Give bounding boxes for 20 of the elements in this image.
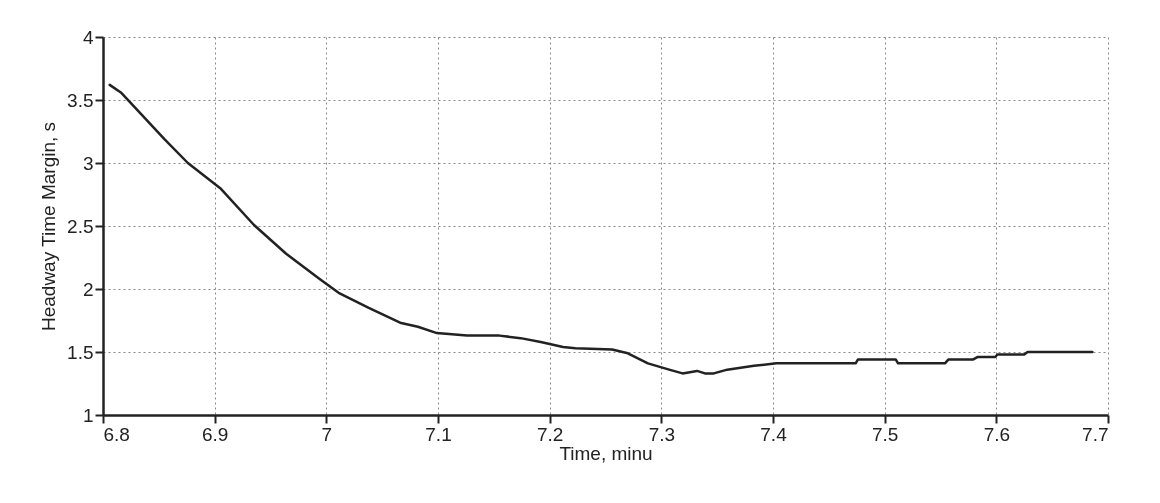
x-tick-label: 7 [321,423,333,445]
y-tick-label: 1.5 [67,341,94,363]
y-tick-label: 2 [82,278,94,300]
x-tick-label: 7.7 [1082,423,1109,445]
x-tick-label: 7.3 [648,423,676,445]
x-tick-label: 6.8 [103,423,130,445]
y-tick-label: 2.5 [67,215,94,237]
x-tick-label: 7.1 [425,423,452,445]
x-tick-label: 6.9 [201,423,229,445]
y-tick-label: 3.5 [67,89,94,111]
x-axis-title: Time, minu [559,442,653,464]
x-tick-label: 7.6 [983,423,1011,445]
y-axis-title: Headway Time Margin, s [38,121,60,332]
y-tick-label: 1 [82,404,94,426]
y-tick-label: 4 [82,26,94,48]
line-series [108,83,1094,375]
y-tick-label: 3 [82,152,94,174]
x-tick-label: 7.5 [871,423,899,445]
x-tick-label: 7.4 [760,423,788,445]
x-tick-label: 7.2 [536,423,564,445]
